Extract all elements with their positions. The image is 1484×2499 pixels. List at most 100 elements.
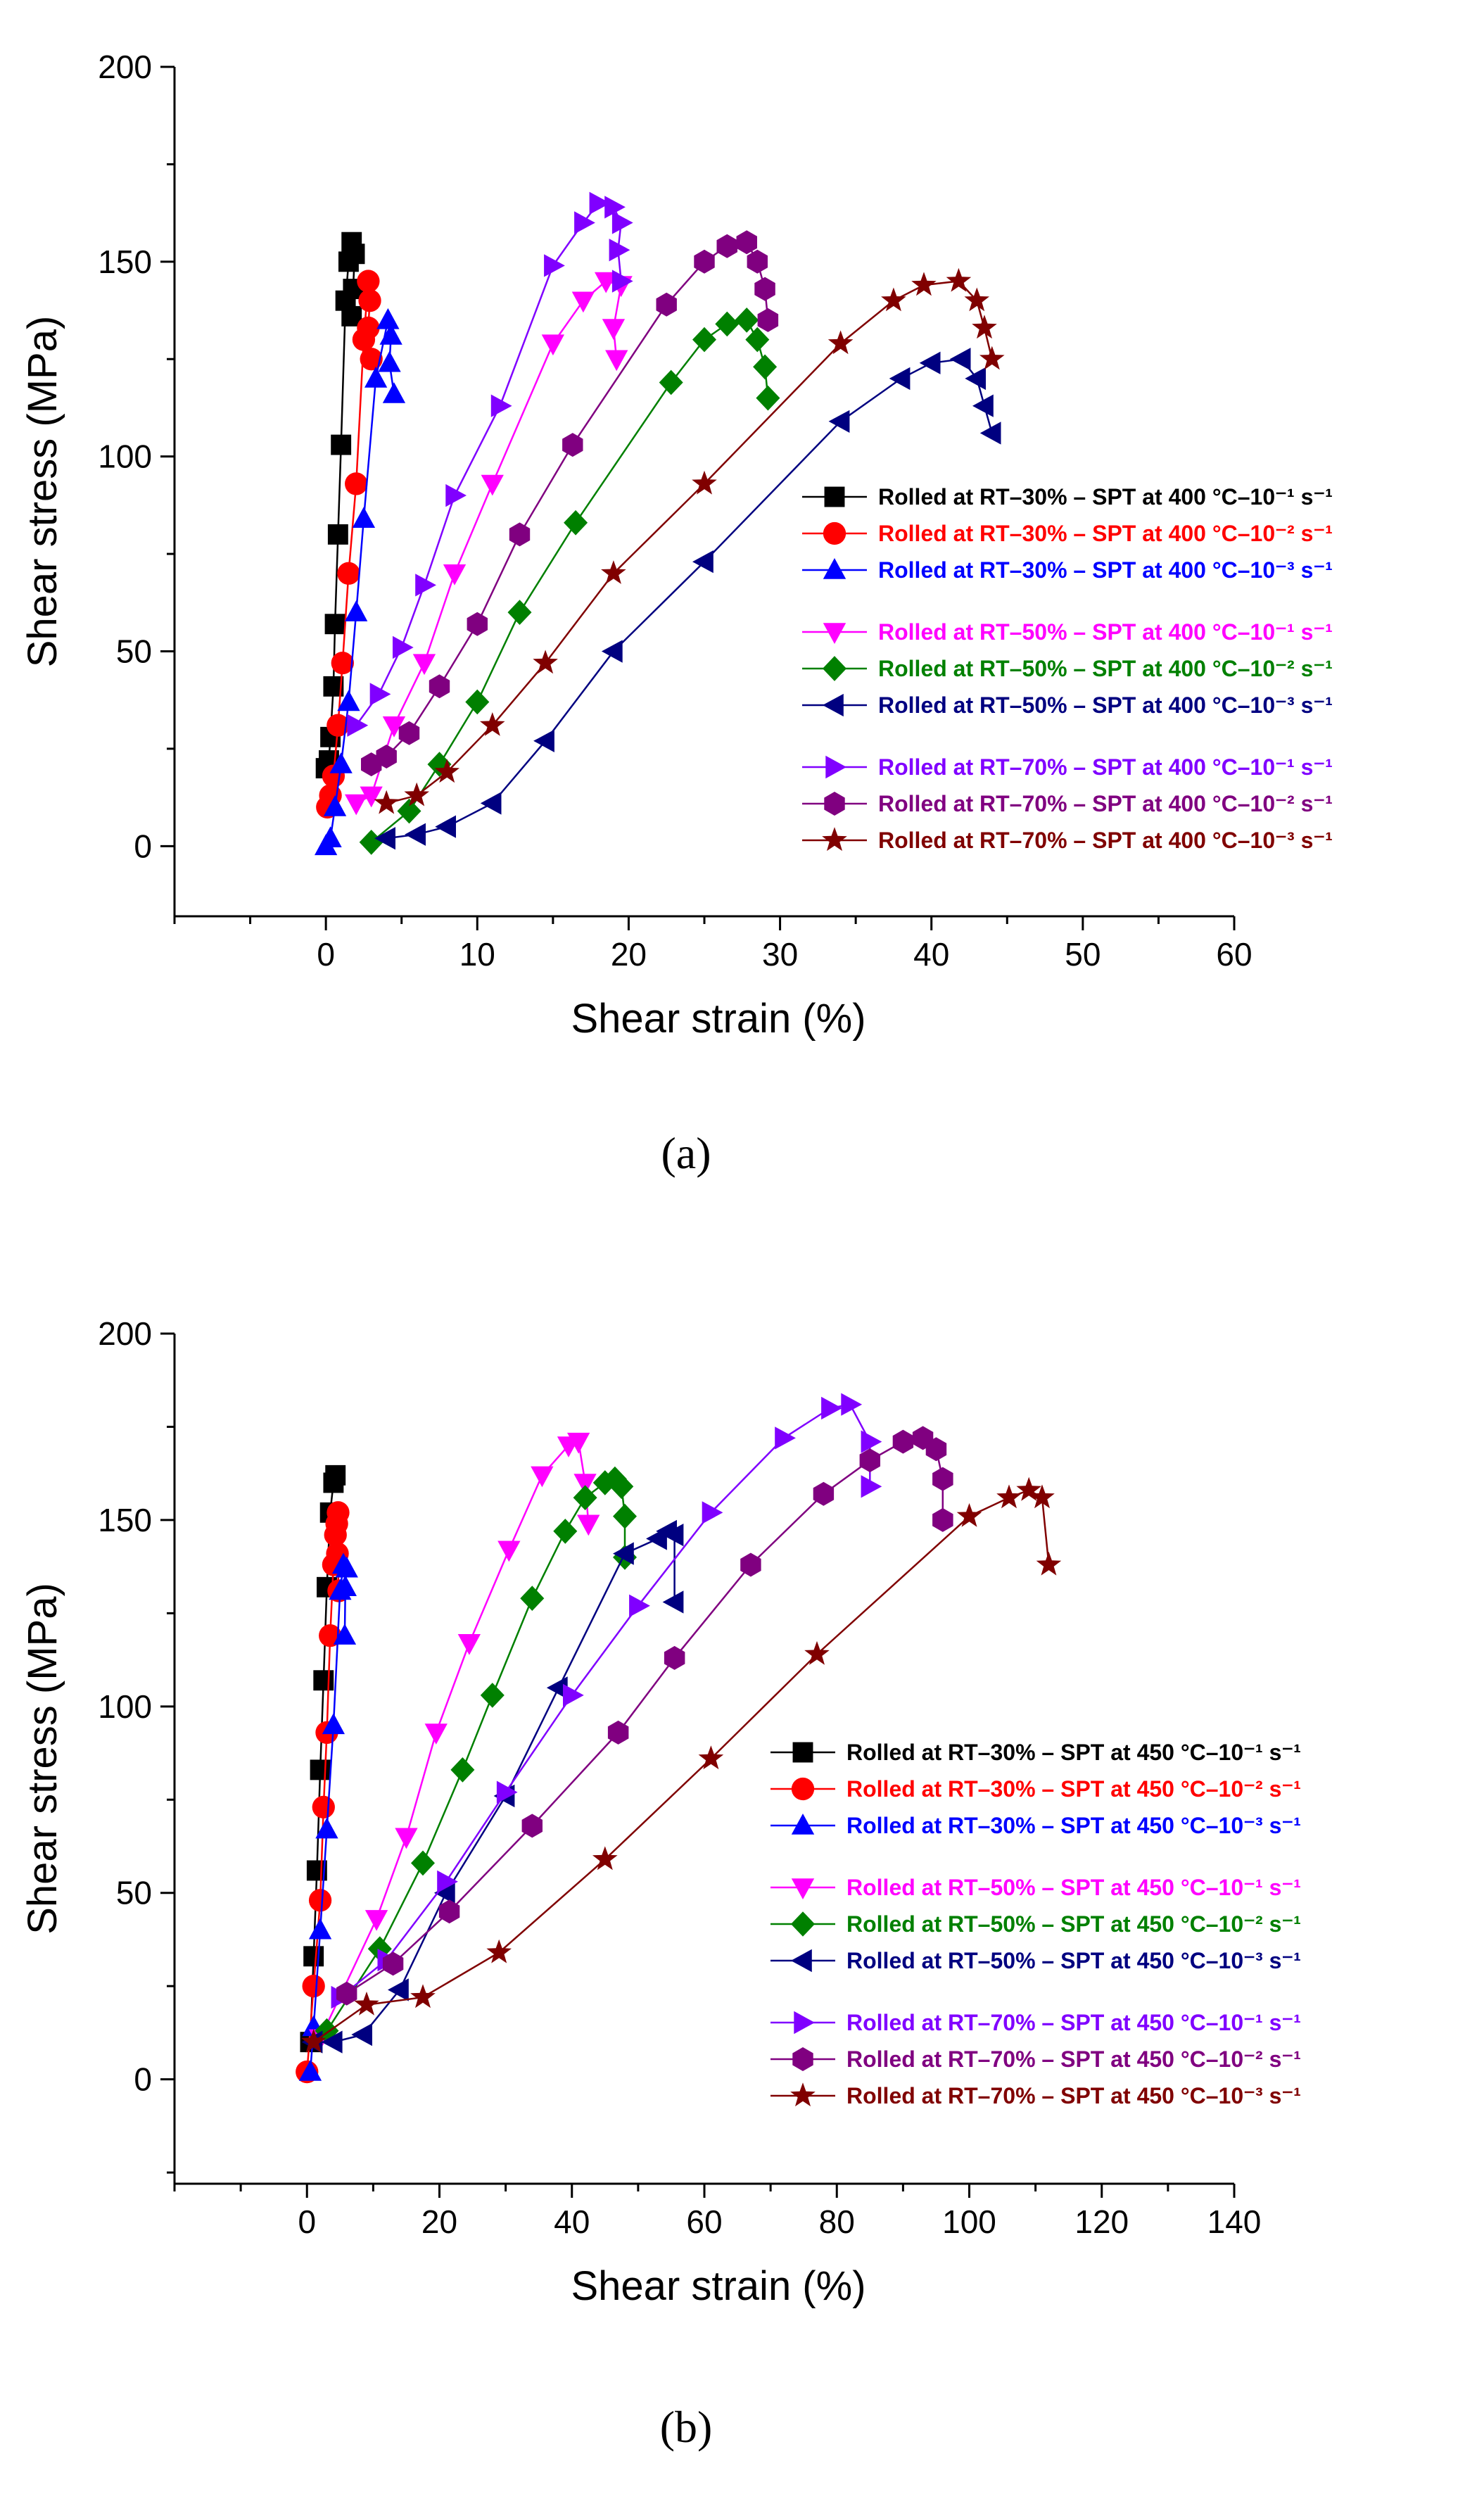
legend-label: Rolled at RT–50% – SPT at 450 °C–10⁻¹ s⁻… [846,1875,1301,1900]
data-point [312,1795,335,1819]
data-point [841,1393,863,1416]
data-point [303,1946,324,1967]
x-tick-label: 0 [298,2203,316,2240]
data-point [747,249,768,274]
data-point [376,308,400,329]
data-point [357,316,380,340]
data-point [932,1467,953,1491]
panel-label: (a) [661,1128,711,1178]
legend-label: Rolled at RT–30% – SPT at 450 °C–10⁻¹ s⁻… [846,1740,1301,1765]
data-point [949,348,971,371]
legend-label: Rolled at RT–30% – SPT at 450 °C–10⁻² s⁻… [846,1776,1301,1802]
data-point [574,211,595,234]
data-point [358,289,381,312]
x-tick-label: 80 [819,2203,855,2240]
data-point [1029,1484,1055,1509]
data-point [354,1992,379,2016]
data-point [298,2060,322,2081]
x-tick-label: 30 [762,936,798,973]
legend-label: Rolled at RT–70% – SPT at 400 °C–10⁻³ s⁻… [878,828,1333,853]
data-point [507,600,532,625]
data-point [344,243,365,265]
x-tick-label: 60 [686,2203,722,2240]
data-point [979,422,1001,445]
series-line [313,1530,676,2043]
data-point [804,1640,830,1665]
data-point [322,1713,345,1735]
data-point [564,510,588,536]
data-point [300,2029,326,2053]
series-darkred-star [300,1476,1062,2053]
data-point [395,1828,418,1849]
y-axis-title: Shear stress (MPa) [20,316,65,668]
data-point [602,319,626,340]
data-point [946,267,972,292]
legend-label: Rolled at RT–70% – SPT at 450 °C–10⁻² s⁻… [846,2046,1301,2072]
data-point [979,346,1005,370]
legend-marker [792,2047,813,2071]
data-point [605,350,628,372]
data-point [345,794,368,816]
data-point [337,562,360,585]
data-point [331,651,354,675]
data-point [567,1432,590,1454]
legend-marker [791,1911,815,1937]
data-point [369,683,391,706]
legend-marker [825,755,846,779]
data-point [553,1519,578,1544]
data-point [324,614,345,635]
legend-label: Rolled at RT–30% – SPT at 400 °C–10⁻³ s⁻… [878,557,1333,583]
data-point [692,470,717,495]
legend-marker [791,1949,812,1973]
data-point [465,689,490,715]
data-point [405,823,426,846]
legend-marker [823,521,846,545]
data-point [480,1683,505,1708]
data-point [664,1645,685,1670]
data-point [457,1634,481,1655]
data-point [562,433,583,457]
legend-marker [824,792,845,816]
data-point [754,277,775,301]
data-point [360,348,383,371]
legend-marker [822,827,847,852]
data-point [364,1910,388,1931]
legend-label: Rolled at RT–70% – SPT at 400 °C–10⁻¹ s⁻… [878,754,1333,780]
data-point [662,1524,684,1547]
series-green-diamond [359,308,780,855]
data-point [662,1590,684,1614]
data-point [544,254,565,277]
data-point [1036,1551,1062,1576]
data-point [480,792,502,815]
data-point [337,690,360,711]
data-point [964,287,989,312]
data-point [481,474,504,496]
data-point [434,759,459,783]
series-blue-triangle-up [315,308,406,856]
x-axis-title: Shear strain (%) [571,2263,865,2309]
data-point [382,716,406,738]
data-point [319,826,342,847]
data-point [592,1846,618,1871]
data-point [486,1939,512,1963]
data-point [367,1936,392,1962]
y-tick-label: 200 [98,1315,152,1352]
x-tick-label: 20 [611,936,647,973]
data-point [745,327,770,353]
data-point [1016,1476,1041,1501]
y-tick-label: 100 [98,1688,152,1725]
legend-marker [792,1742,813,1763]
data-point [577,1514,600,1536]
data-point [601,560,626,584]
data-point [925,1437,947,1462]
data-point [698,1745,724,1770]
data-point [323,795,347,816]
x-tick-label: 10 [459,936,495,973]
data-point [347,714,369,737]
data-point [932,1507,953,1532]
x-tick-label: 40 [554,2203,590,2240]
legend-label: Rolled at RT–70% – SPT at 450 °C–10⁻³ s⁻… [846,2083,1301,2108]
data-point [881,287,906,312]
x-tick-label: 120 [1074,2203,1129,2240]
